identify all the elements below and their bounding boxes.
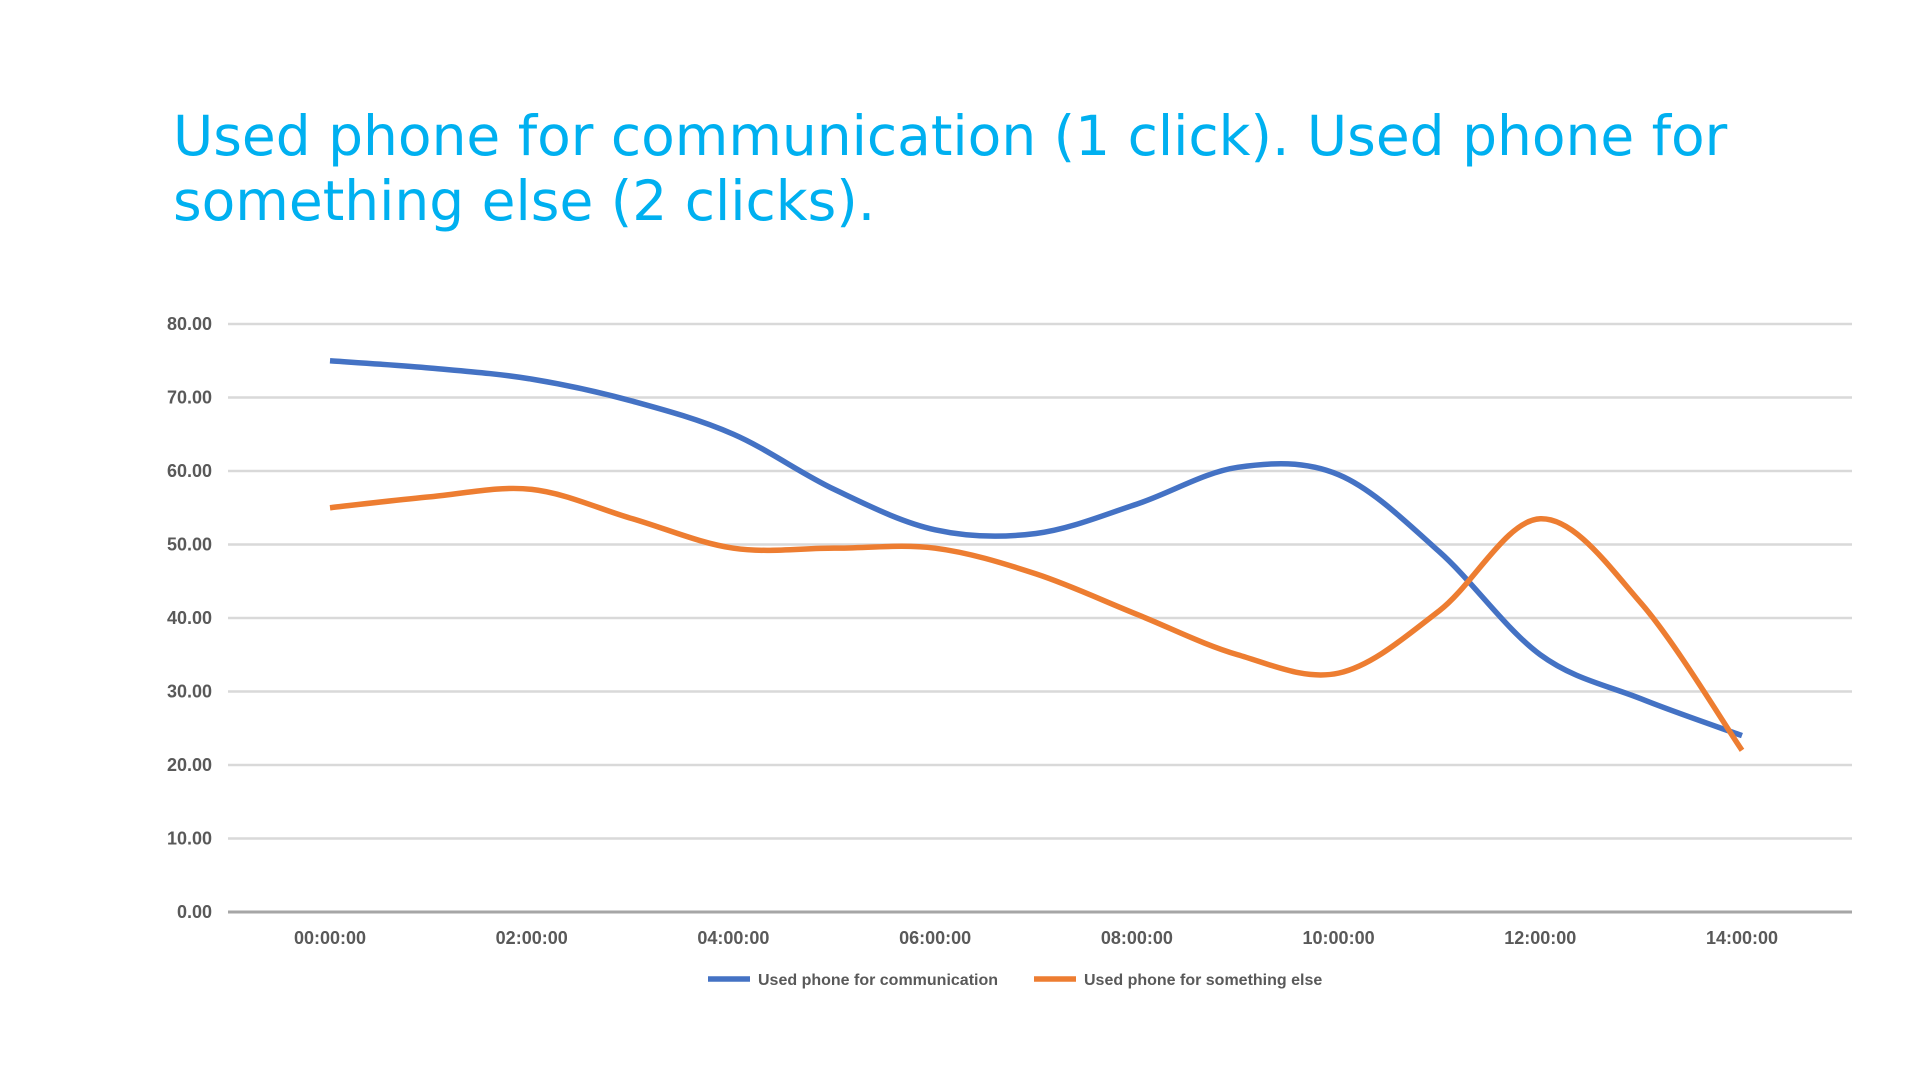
x-tick-label: 10:00:00 <box>1303 928 1375 948</box>
y-tick-label: 40.00 <box>167 608 212 628</box>
x-tick-label: 12:00:00 <box>1504 928 1576 948</box>
x-tick-label: 02:00:00 <box>496 928 568 948</box>
x-tick-label: 14:00:00 <box>1706 928 1778 948</box>
y-tick-label: 0.00 <box>177 902 212 922</box>
y-tick-label: 80.00 <box>167 314 212 334</box>
y-tick-label: 20.00 <box>167 755 212 775</box>
y-tick-label: 10.00 <box>167 829 212 849</box>
x-tick-label: 00:00:00 <box>294 928 366 948</box>
legend-label: Used phone for communication <box>758 972 998 989</box>
y-tick-label: 60.00 <box>167 461 212 481</box>
x-tick-label: 08:00:00 <box>1101 928 1173 948</box>
y-tick-label: 70.00 <box>167 388 212 408</box>
y-tick-label: 30.00 <box>167 682 212 702</box>
y-tick-label: 50.00 <box>167 535 212 555</box>
series-line-communication <box>329 358 1743 739</box>
x-tick-label: 06:00:00 <box>899 928 971 948</box>
legend-label: Used phone for something else <box>1084 972 1322 989</box>
chart-title: Used phone for communication (1 click). … <box>173 104 1728 233</box>
series-line-something-else <box>329 485 1745 752</box>
x-tick-label: 04:00:00 <box>697 928 769 948</box>
